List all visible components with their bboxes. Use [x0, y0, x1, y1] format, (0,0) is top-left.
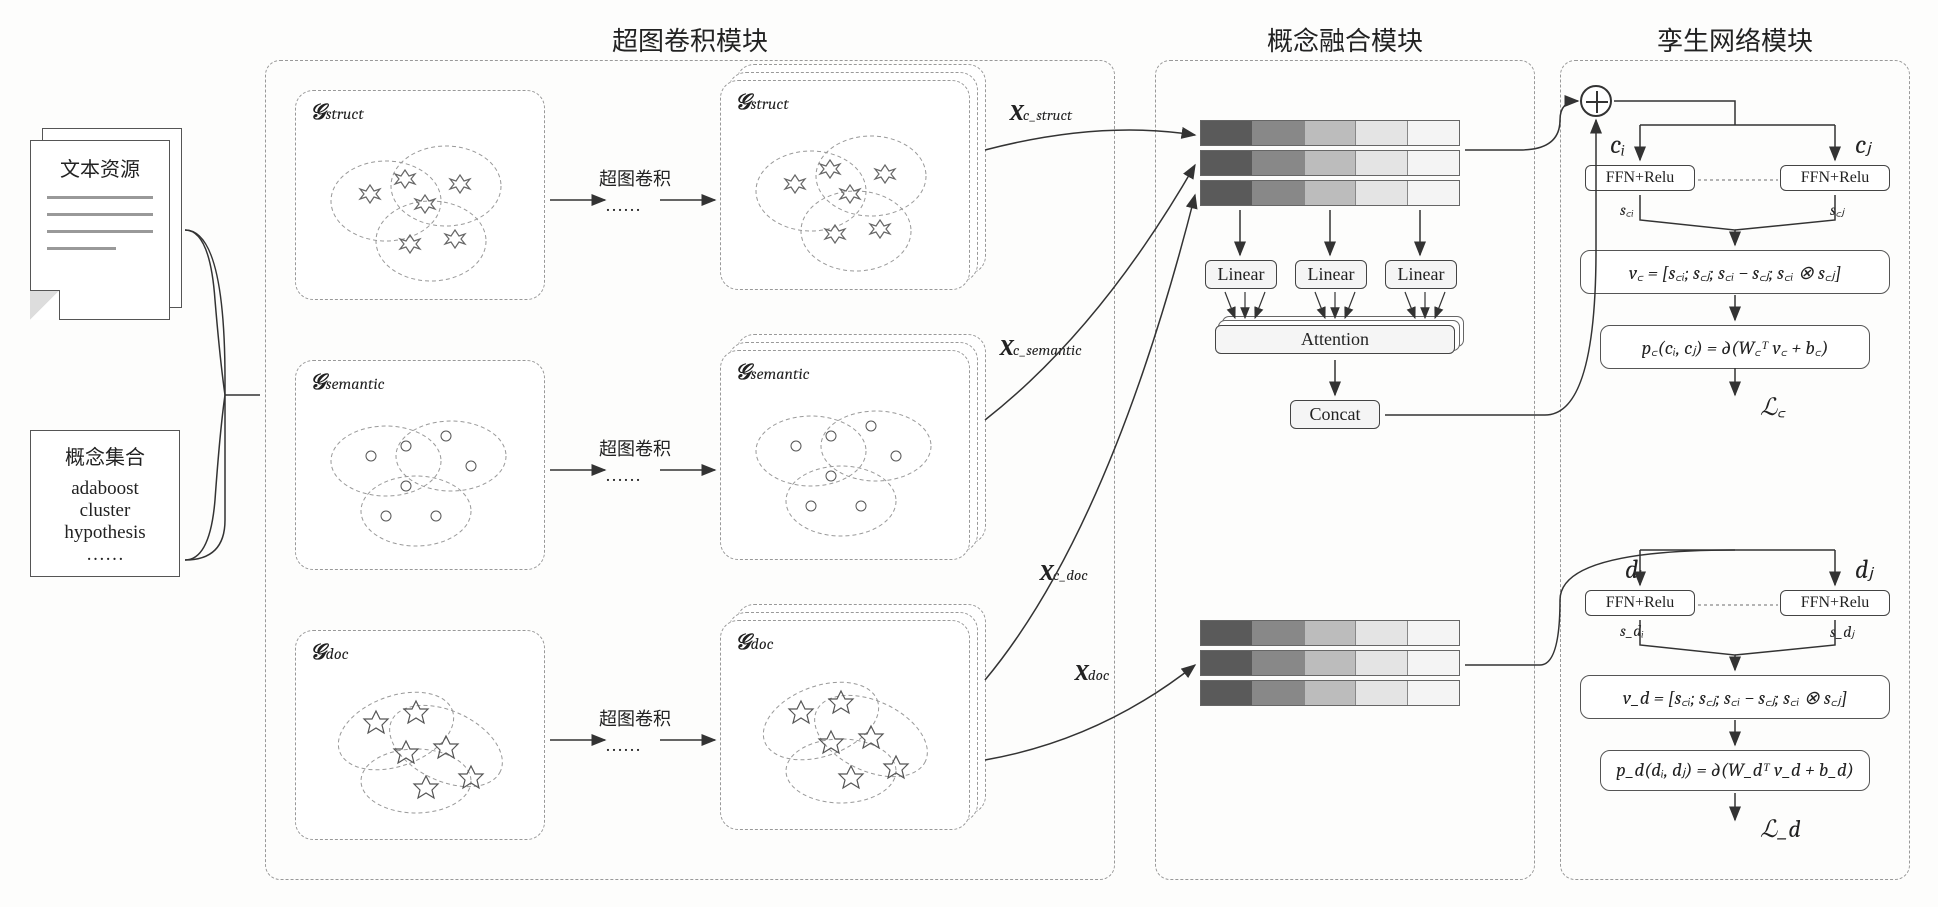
vc-eq: v꜀ = [s꜀ᵢ; s꜀ⱼ; s꜀ᵢ − s꜀ⱼ; s꜀ᵢ ⊗ s꜀ⱼ] — [1580, 250, 1890, 294]
concept-0: adaboost — [41, 478, 169, 500]
g-doc-sym: 𝒢 — [310, 639, 326, 665]
graph-doc-in: 𝒢doc — [295, 630, 545, 840]
graph-semantic-out: 𝒢semantic — [720, 350, 970, 560]
conv-label-3: 超图卷积 — [575, 705, 695, 731]
pc-eq: p꜀(cᵢ, cⱼ) = ∂(W꜀ᵀ v꜀ + b꜀) — [1600, 325, 1870, 369]
siamese-title: 孪生网络模块 — [1561, 21, 1909, 58]
conv-dots-1: …… — [605, 195, 641, 216]
scj-label: s꜀ⱼ — [1830, 198, 1844, 220]
fusion-title: 概念融合模块 — [1156, 21, 1534, 58]
attention-box: Attention — [1215, 325, 1455, 354]
hgconv-title: 超图卷积模块 — [266, 21, 1114, 58]
concept-set-label: 概念集合 — [41, 441, 169, 470]
graph-struct-in: 𝒢struct — [295, 90, 545, 300]
pd-eq: p_d(dᵢ, dⱼ) = ∂(W_dᵀ v_d + b_d) — [1600, 750, 1870, 791]
linear-1: Linear — [1205, 260, 1277, 289]
conv-dots-2: …… — [605, 465, 641, 486]
linear-2: Linear — [1295, 260, 1367, 289]
lc-label: ℒ꜀ — [1760, 390, 1786, 423]
feat-d-3 — [1200, 680, 1460, 706]
ffn-ci: FFN+Relu — [1585, 165, 1695, 191]
x-doc: Xdoc — [1075, 660, 1109, 686]
ffn-dj: FFN+Relu — [1780, 590, 1890, 616]
sdj-label: s_dⱼ — [1830, 622, 1854, 641]
g-sem-sym: 𝒢 — [310, 369, 326, 395]
feat-c-1 — [1200, 120, 1460, 146]
text-res-label: 文本资源 — [31, 153, 169, 182]
sdi-label: s_dᵢ — [1620, 622, 1644, 641]
sci-label: s꜀ᵢ — [1620, 198, 1634, 220]
concept-set-box: 概念集合 adaboost cluster hypothesis …… — [30, 430, 180, 577]
x-c-semantic: Xc_semantic — [1000, 335, 1082, 361]
conv-label-2: 超图卷积 — [575, 435, 695, 461]
vd-eq: v_d = [s꜀ᵢ; s꜀ⱼ; s꜀ᵢ − s꜀ⱼ; s꜀ᵢ ⊗ s꜀ⱼ] — [1580, 675, 1890, 719]
feat-d-1 — [1200, 620, 1460, 646]
oplus-icon — [1580, 85, 1612, 117]
cj-label: cⱼ — [1855, 130, 1871, 160]
concat-box: Concat — [1290, 400, 1380, 429]
conv-dots-3: …… — [605, 735, 641, 756]
dj-label: dⱼ — [1855, 555, 1873, 585]
di-label: dᵢ — [1625, 555, 1642, 585]
g-struct-sub: struct — [326, 105, 364, 123]
feat-c-2 — [1200, 150, 1460, 176]
g-struct-sym: 𝒢 — [310, 99, 326, 125]
graph-doc-out: 𝒢doc — [720, 620, 970, 830]
x-c-doc: Xc_doc — [1040, 560, 1088, 586]
g-sem-sub: semantic — [326, 375, 385, 393]
feat-d-2 — [1200, 650, 1460, 676]
ld-label: ℒ_d — [1760, 815, 1801, 843]
concept-2: hypothesis — [41, 522, 169, 544]
ffn-cj: FFN+Relu — [1780, 165, 1890, 191]
linear-3: Linear — [1385, 260, 1457, 289]
graph-struct-out: 𝒢struct — [720, 80, 970, 290]
ci-label: cᵢ — [1610, 130, 1625, 160]
feat-c-3 — [1200, 180, 1460, 206]
graph-semantic-in: 𝒢semantic — [295, 360, 545, 570]
conv-label-1: 超图卷积 — [575, 165, 695, 191]
x-c-struct: Xc_struct — [1010, 100, 1072, 126]
ffn-di: FFN+Relu — [1585, 590, 1695, 616]
concept-more: …… — [41, 544, 169, 566]
concept-1: cluster — [41, 500, 169, 522]
g-doc-sub: doc — [326, 645, 349, 663]
